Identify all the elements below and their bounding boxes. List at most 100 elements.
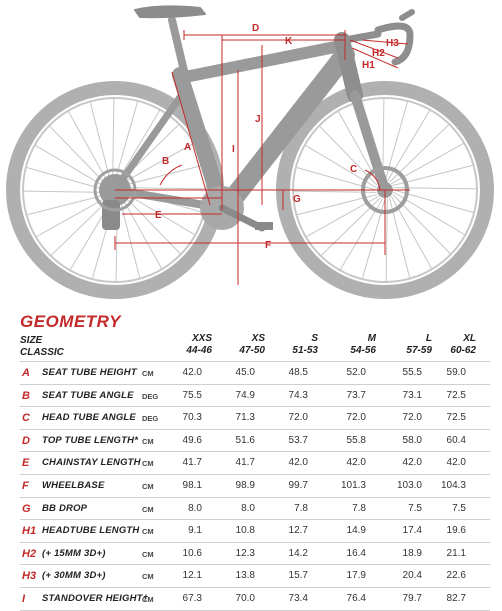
row-name: WHEELBASE (42, 479, 105, 491)
row-value: 7.8 (294, 502, 308, 514)
row-letter: D (22, 434, 30, 447)
spoke (25, 166, 107, 191)
row-value: 14.2 (288, 547, 308, 559)
row-value: 42.0 (402, 457, 422, 469)
row-unit: CM (142, 369, 154, 378)
row-letter: H1 (22, 525, 37, 538)
label-H2: H2 (372, 48, 385, 59)
row-value: 42.0 (446, 457, 466, 469)
row-value: 103.0 (396, 479, 422, 491)
row-value: 79.7 (402, 592, 422, 604)
row-value: 7.8 (352, 502, 366, 514)
label-F: F (265, 240, 271, 251)
row-value: 10.8 (235, 525, 255, 537)
spoke (114, 100, 139, 182)
row-letter: I (22, 592, 26, 605)
label-E: E (155, 210, 162, 221)
bike-frame (111, 5, 415, 216)
geometry-table: A SEAT TUBE HEIGHT CM 42.0 45.0 48.5 52.0 55.5 5… (20, 361, 490, 611)
row-value: 55.5 (402, 367, 422, 378)
row-value: 12.3 (235, 547, 255, 559)
label-J: J (255, 114, 261, 125)
row-value: 73.7 (346, 389, 366, 401)
table-row: H2 (+ 15MM 3D+) CM 10.6 12.3 14.2 16.4 18.9 21.1 (20, 543, 490, 566)
row-value: 82.7 (446, 592, 466, 604)
row-value: 58.0 (402, 434, 422, 446)
row-name: SEAT TUBE HEIGHT (42, 367, 137, 378)
geometry-dimensions (114, 30, 410, 285)
row-value: 101.3 (340, 479, 366, 491)
row-value: 55.8 (346, 434, 366, 446)
row-value: 72.0 (402, 412, 422, 424)
bike-geometry-diagram: D K J I A B C G E F H1 H2 H3 (6, 5, 494, 299)
row-value: 51.6 (235, 434, 255, 446)
table-row: D TOP TUBE LENGTH* CM 49.6 51.6 53.7 55.8 58.0 6… (20, 430, 490, 453)
row-value: 71.3 (235, 412, 255, 424)
col-header-s: S 51-53 (292, 333, 318, 356)
label-B: B (162, 156, 169, 167)
row-letter: B (22, 389, 30, 402)
row-unit: CM (142, 459, 154, 469)
row-value: 42.0 (288, 457, 308, 469)
spoke (48, 125, 108, 186)
dimension-labels: D K J I A B C G E F H1 H2 H3 (155, 23, 399, 251)
row-value: 42.0 (346, 457, 366, 469)
spoke (50, 197, 111, 257)
row-value: 45.0 (235, 367, 255, 378)
row-value: 19.6 (446, 525, 466, 537)
label-D: D (252, 23, 259, 34)
spoke (119, 197, 141, 279)
label-I: I (232, 144, 235, 155)
row-value: 98.9 (235, 479, 255, 491)
table-row: B SEAT TUBE ANGLE DEG 75.5 74.9 74.3 73.7 73.1 7… (20, 385, 490, 408)
classic-label: CLASSIC (20, 347, 64, 358)
row-value: 72.5 (446, 412, 466, 424)
row-value: 42.0 (182, 367, 202, 378)
size-label: SIZE (20, 335, 43, 346)
row-name: (+ 30MM 3D+) (42, 570, 106, 582)
table-row: F WHEELBASE CM 98.1 98.9 99.7 101.3 103.0 104.3 (20, 475, 490, 498)
row-value: 20.4 (402, 570, 422, 582)
row-unit: CM (142, 504, 154, 514)
row-value: 18.9 (402, 547, 422, 559)
col-header-m: M 54-56 (350, 333, 376, 356)
row-value: 72.0 (346, 412, 366, 424)
table-row: E CHAINSTAY LENGTH CM 41.7 41.7 42.0 42.0 42.0 4… (20, 452, 490, 475)
row-value: 59.0 (446, 367, 466, 378)
spoke (67, 110, 110, 184)
spoke (89, 101, 111, 183)
col-header-xxs: XXS 44-46 (186, 333, 212, 356)
row-value: 41.7 (235, 457, 255, 469)
row-value: 98.1 (182, 479, 202, 491)
spoke (22, 190, 107, 193)
row-value: 48.5 (288, 367, 308, 378)
row-value: 73.1 (402, 389, 422, 401)
row-unit: DEG (142, 391, 159, 401)
row-name: BB DROP (42, 502, 88, 514)
label-K: K (285, 36, 293, 47)
col-header-xl: XL 60-62 (450, 333, 476, 356)
table-row: I STANDOVER HEIGHT† CM 67.3 70.0 73.4 76.4 79.7… (20, 588, 490, 611)
row-letter: A (22, 367, 30, 379)
row-value: 9.1 (188, 525, 202, 537)
table-row: H1 HEADTUBE LENGTH CM 9.1 10.8 12.7 14.9 17.4 19… (20, 520, 490, 543)
spoke (112, 97, 115, 182)
row-value: 17.4 (402, 525, 422, 537)
row-letter: H2 (22, 547, 37, 560)
row-unit: CM (142, 572, 154, 582)
row-unit: CM (142, 527, 154, 537)
row-name: HEADTUBE LENGTH (42, 525, 140, 537)
spoke (122, 194, 182, 255)
row-value: 8.0 (188, 502, 202, 514)
spoke (34, 144, 107, 189)
table-row: G BB DROP CM 8.0 8.0 7.8 7.8 7.5 7.5 (20, 498, 490, 521)
row-name: HEAD TUBE ANGLE (42, 412, 136, 424)
spoke (123, 187, 208, 190)
row-value: 10.6 (182, 547, 202, 559)
label-H3: H3 (386, 38, 399, 49)
spoke (121, 142, 195, 185)
col-header-xs: XS 47-50 (239, 333, 265, 356)
row-value: 70.3 (182, 412, 202, 424)
row-unit: CM (142, 594, 154, 604)
row-value: 76.4 (346, 592, 366, 604)
